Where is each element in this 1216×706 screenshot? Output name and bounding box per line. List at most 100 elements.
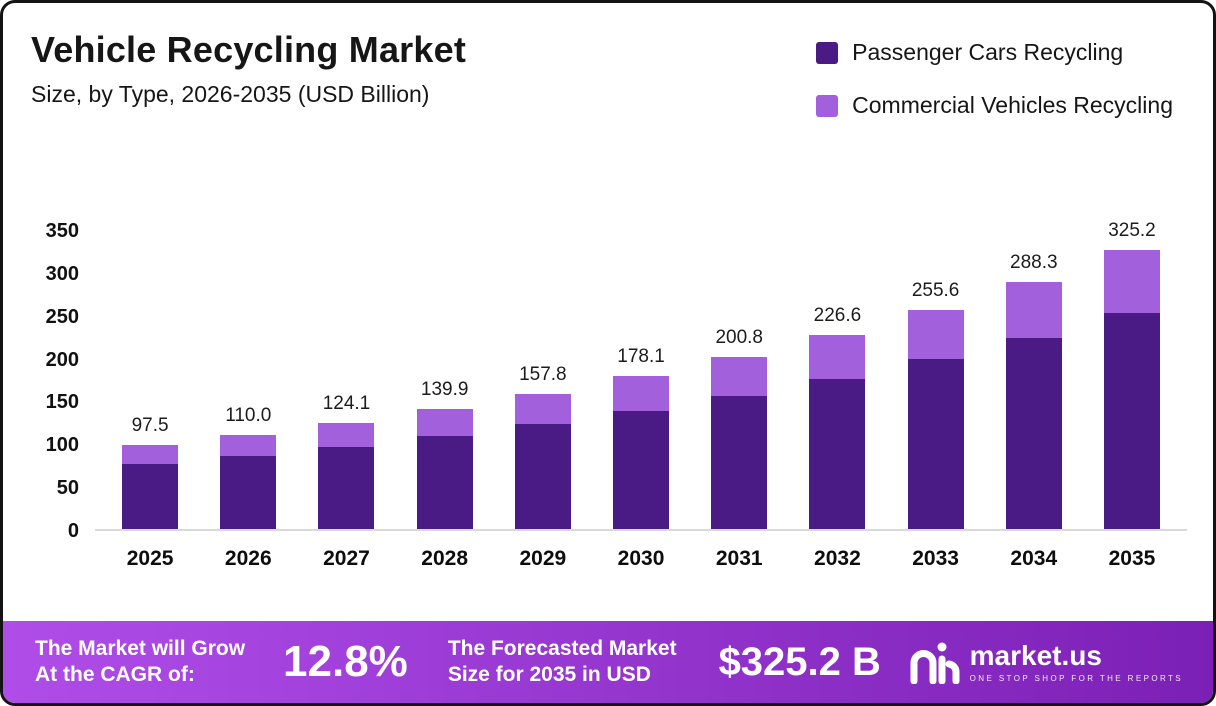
- bar-total-label: 226.6: [813, 304, 862, 326]
- stacked-bar-chart: 350 300 250 200 150 100 50 0 97.5 110.0 124.1 139.…: [29, 220, 1187, 571]
- cagr-value: 12.8%: [283, 637, 408, 686]
- header: Vehicle Recycling Market Size, by Type, …: [3, 3, 1213, 119]
- x-label-2026: 2026: [224, 547, 272, 570]
- bar-total-label: 124.1: [322, 392, 371, 414]
- bar-segment-passenger[interactable]: [613, 410, 669, 529]
- bar-segment-commercial[interactable]: [318, 422, 375, 447]
- plot-area: 97.5 110.0 124.1 139.9 157.8 178.1 200.8 226.6 2…: [95, 220, 1187, 531]
- cagr-caption-line1: The Market will Grow: [35, 637, 246, 660]
- x-label-2027: 2027: [323, 547, 370, 570]
- legend-swatch-passenger: [816, 41, 839, 64]
- legend-label-commercial: Commercial Vehicles Recycling: [852, 92, 1173, 118]
- bar-segment-commercial[interactable]: [711, 356, 768, 396]
- bar-group-2031: 200.8: [690, 231, 788, 529]
- legend-label-passenger: Passenger Cars Recycling: [852, 39, 1124, 65]
- bar-group-2028: 139.9: [396, 231, 494, 529]
- x-label-2028: 2028: [421, 547, 469, 570]
- bar-group-2034: 288.3: [985, 231, 1083, 529]
- legend-item-commercial[interactable]: Commercial Vehicles Recycling: [816, 92, 1173, 119]
- marketus-logo-icon: [910, 642, 960, 684]
- bar-2025[interactable]: [122, 445, 179, 529]
- bar-group-2035: 325.2: [1083, 220, 1181, 529]
- bar-total-label: 139.9: [420, 379, 469, 401]
- x-label-2034: 2034: [1010, 547, 1058, 570]
- bar-segment-commercial[interactable]: [416, 409, 473, 437]
- x-label-2035: 2035: [1108, 547, 1156, 570]
- legend-item-passenger[interactable]: Passenger Cars Recycling: [816, 39, 1173, 66]
- bar-segment-commercial[interactable]: [1005, 281, 1062, 338]
- forecast-value: $325.2 B: [718, 639, 881, 684]
- x-label-2033: 2033: [912, 547, 959, 570]
- page-title: Vehicle Recycling Market: [31, 29, 467, 70]
- x-label-2030: 2030: [617, 547, 665, 570]
- forecast-caption-line1: The Forecasted Market: [447, 637, 677, 660]
- x-axis: 2025 2026 2027 2028 2029 2030 2031 2032 2033 2034…: [95, 547, 1187, 571]
- forecast-caption: The Forecasted Market Size for 2035 in U…: [448, 636, 677, 688]
- bar-2030[interactable]: [613, 376, 669, 529]
- bar-group-2033: 255.6: [887, 231, 985, 529]
- marketus-logo[interactable]: market.us ONE STOP SHOP FOR THE REPORTS: [908, 640, 1183, 684]
- bar-segment-passenger[interactable]: [122, 464, 179, 529]
- bar-segment-passenger[interactable]: [711, 395, 768, 529]
- bar-2028[interactable]: [416, 409, 473, 529]
- bar-2029[interactable]: [514, 393, 571, 529]
- cagr-caption-line2: At the CAGR of:: [35, 663, 195, 686]
- x-label-2025: 2025: [126, 547, 174, 570]
- bar-total-label: 200.8: [715, 326, 763, 348]
- chart-legend: Passenger Cars Recycling Commercial Vehi…: [816, 39, 1173, 119]
- footer-banner: The Market will Grow At the CAGR of: 12.…: [3, 621, 1213, 703]
- bar-group-2025: 97.5: [101, 231, 199, 529]
- bar-segment-passenger[interactable]: [907, 359, 964, 529]
- y-tick-350: 350: [45, 220, 79, 242]
- bar-segment-passenger[interactable]: [1005, 337, 1062, 529]
- bar-segment-passenger[interactable]: [1103, 313, 1160, 529]
- y-axis: 350 300 250 200 150 100 50 0: [29, 220, 95, 542]
- bar-2031[interactable]: [711, 356, 768, 529]
- bar-2032[interactable]: [809, 334, 866, 529]
- y-tick-0: 0: [67, 520, 79, 542]
- bar-segment-passenger[interactable]: [416, 436, 473, 529]
- y-tick-250: 250: [45, 305, 79, 328]
- y-tick-200: 200: [45, 348, 79, 371]
- bar-segment-commercial[interactable]: [809, 334, 866, 379]
- bar-total-label: 157.8: [519, 363, 567, 385]
- bar-segment-commercial[interactable]: [514, 393, 571, 425]
- bar-total-label: 110.0: [225, 404, 272, 426]
- y-tick-150: 150: [45, 391, 79, 414]
- bar-total-label: 325.2: [1108, 220, 1156, 242]
- bar-total-label: 178.1: [617, 346, 665, 368]
- x-label-2029: 2029: [519, 547, 567, 570]
- bar-segment-passenger[interactable]: [220, 455, 277, 529]
- bar-segment-commercial[interactable]: [907, 309, 964, 360]
- bar-segment-passenger[interactable]: [318, 446, 375, 529]
- bar-segment-passenger[interactable]: [809, 378, 866, 529]
- bar-segment-commercial[interactable]: [613, 376, 669, 411]
- bar-group-2027: 124.1: [297, 231, 395, 529]
- logo-text-block: market.us ONE STOP SHOP FOR THE REPORTS: [969, 641, 1183, 684]
- logo-tagline: ONE STOP SHOP FOR THE REPORTS: [969, 674, 1183, 683]
- legend-swatch-commercial: [816, 94, 839, 117]
- cagr-caption: The Market will Grow At the CAGR of:: [35, 636, 245, 688]
- x-label-2031: 2031: [715, 547, 763, 570]
- bar-2035[interactable]: [1103, 250, 1160, 529]
- bar-group-2030: 178.1: [592, 231, 690, 529]
- x-label-2032: 2032: [814, 547, 861, 570]
- bar-segment-commercial[interactable]: [122, 445, 179, 465]
- y-tick-50: 50: [56, 477, 79, 500]
- bar-2033[interactable]: [907, 309, 964, 529]
- bar-total-label: 288.3: [1010, 251, 1058, 273]
- y-tick-300: 300: [45, 262, 79, 285]
- bar-segment-passenger[interactable]: [514, 424, 571, 529]
- bar-2027[interactable]: [318, 422, 375, 529]
- bar-group-2029: 157.8: [494, 231, 592, 529]
- bar-segment-commercial[interactable]: [220, 434, 277, 456]
- bar-2034[interactable]: [1005, 281, 1062, 529]
- forecast-caption-line2: Size for 2035 in USD: [447, 663, 651, 686]
- bar-segment-commercial[interactable]: [1103, 250, 1160, 313]
- bar-total-label: 97.5: [131, 415, 169, 437]
- title-block: Vehicle Recycling Market Size, by Type, …: [31, 29, 466, 119]
- page-subtitle: Size, by Type, 2026-2035 (USD Billion): [31, 81, 430, 107]
- bar-2026[interactable]: [220, 434, 277, 529]
